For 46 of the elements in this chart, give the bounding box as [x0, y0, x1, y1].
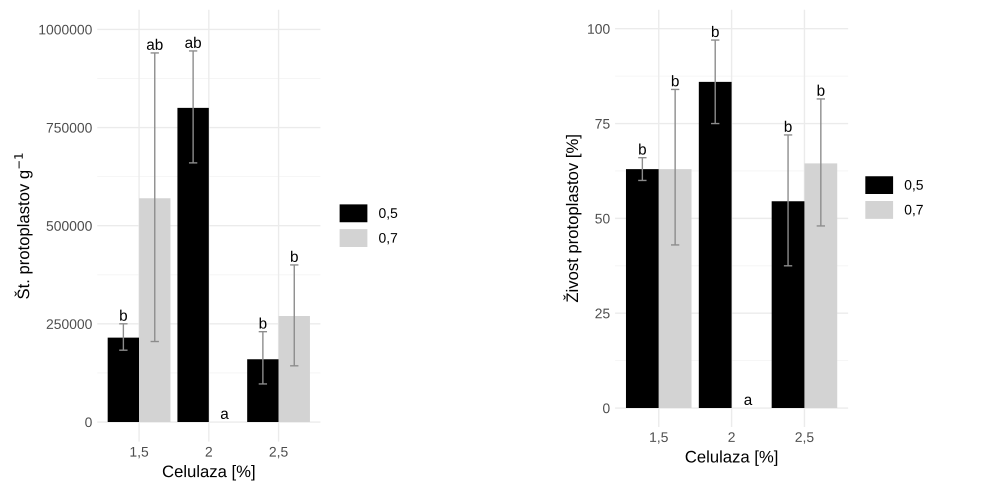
- y-tick-label: 0: [85, 417, 92, 428]
- y-axis-title: Št. protoplastov g$^{−1}$: [14, 154, 33, 299]
- bar: [658, 169, 692, 408]
- annotation: ab: [185, 36, 201, 48]
- y-tick-label: 750000: [46, 122, 92, 133]
- y-tick-label: 100: [588, 24, 610, 34]
- y-tick-label: 0: [603, 403, 610, 414]
- annotation: b: [120, 310, 127, 321]
- x-tick-label: 1,5: [650, 432, 668, 444]
- x-axis-title: Celulaza [%]: [686, 450, 778, 466]
- bar: [278, 316, 310, 422]
- bar: [626, 169, 659, 408]
- bar: [177, 108, 209, 422]
- x-axis-title: Celulaza [%]: [162, 465, 254, 481]
- x-tick-label: 2: [206, 446, 212, 457]
- annotation: a: [220, 410, 229, 419]
- x-tick-label: 2,5: [270, 446, 288, 458]
- bar: [804, 163, 838, 408]
- bar: [772, 201, 804, 408]
- bar: [139, 198, 170, 422]
- y-tick-label: 25: [595, 308, 610, 318]
- legend-label: 0,7: [379, 232, 398, 244]
- annotation: b: [291, 250, 298, 262]
- annotation: ab: [146, 38, 163, 50]
- annotation: b: [672, 75, 679, 86]
- legend-label: 0,7: [904, 204, 923, 216]
- x-tick-label: 2: [728, 432, 735, 442]
- y-tick-label: 1000000: [39, 24, 92, 35]
- annotation: a: [744, 396, 752, 406]
- legend-label: 0,5: [904, 180, 923, 192]
- y-tick-label: 500000: [46, 221, 92, 231]
- y-tick-label: 75: [595, 119, 610, 129]
- y-tick-label: 50: [595, 214, 610, 224]
- x-tick-label: 2,5: [795, 432, 814, 444]
- bar: [698, 82, 732, 408]
- bar: [247, 359, 279, 422]
- annotation: b: [639, 143, 646, 155]
- annotation: b: [712, 26, 719, 38]
- annotation: b: [818, 84, 824, 96]
- annotation: b: [784, 120, 792, 132]
- y-axis-title: Živost protoplastov [%]: [563, 135, 582, 302]
- annotation: b: [260, 317, 266, 329]
- x-tick-label: 1,5: [130, 447, 148, 458]
- y-tick-label: 250000: [46, 319, 92, 330]
- bar: [108, 338, 140, 422]
- legend-label: 0,5: [379, 208, 398, 220]
